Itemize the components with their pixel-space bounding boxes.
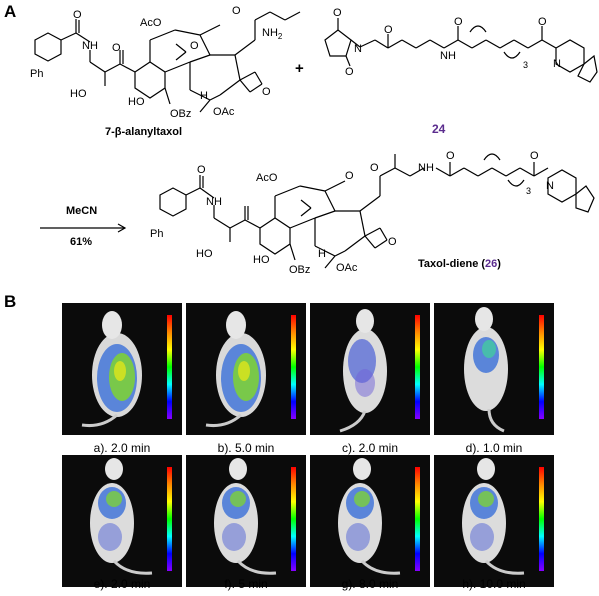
benzoyl-ring	[34, 32, 62, 62]
p-atom-o-ester: O	[370, 162, 379, 174]
atom-o-succ: O	[333, 7, 342, 19]
atom-aco: AcO	[140, 17, 162, 29]
p-atom-ph: Ph	[150, 228, 164, 240]
atom-o-carb3: O	[538, 16, 547, 28]
mouse-image-h	[434, 455, 554, 587]
atom-n-succ: N	[354, 43, 362, 55]
atom-oac: OAc	[213, 106, 235, 118]
p-atom-oac: OAc	[336, 262, 358, 274]
p-atom-o-oxetane: O	[388, 236, 397, 248]
color-scale-bar	[415, 315, 420, 419]
caption-d: d). 1.0 min	[465, 441, 523, 455]
product-name: Taxol-diene (26)	[418, 258, 501, 270]
caption-g: g). 8.0 min	[341, 577, 399, 591]
p-peg-subscript: 3	[526, 186, 532, 196]
mouse-image-a	[62, 303, 182, 435]
atom-obz: OBz	[170, 108, 192, 120]
color-scale-bar	[539, 315, 544, 419]
atom-o-succ2: O	[345, 66, 354, 78]
caption-e: e). 2.0 min	[93, 577, 151, 591]
atom-o-oxetane: O	[262, 86, 271, 98]
color-scale-bar	[415, 467, 420, 571]
color-scale-bar	[167, 467, 172, 571]
panel-a-label: A	[4, 2, 17, 21]
conditions-solvent: MeCN	[66, 205, 98, 217]
mouse-image-c	[310, 303, 430, 435]
p-atom-ho-2: HO	[253, 254, 270, 266]
plus-sign: +	[295, 60, 304, 77]
atom-o-carb: O	[384, 24, 393, 36]
caption-a: a). 2.0 min	[93, 441, 151, 455]
a-ring	[134, 61, 166, 99]
caption-c: c). 2.0 min	[341, 441, 398, 455]
atom-o-ester2: O	[232, 5, 241, 17]
reactant1-name: 7-β-alanyltaxol	[105, 126, 183, 138]
product-a-ring	[259, 217, 291, 255]
p-atom-o-carb: O	[446, 150, 455, 162]
mouse-image-d	[434, 303, 554, 435]
atom-o-ketone: O	[190, 40, 199, 52]
p-atom-ho: HO	[196, 248, 213, 260]
p-atom-o-ketone: O	[345, 170, 354, 182]
atom-nh: NH	[82, 40, 98, 52]
atom-nh2: NH2	[262, 27, 283, 42]
succinimide-ring	[324, 29, 352, 57]
color-scale-bar	[167, 315, 172, 419]
atom-ho: HO	[70, 88, 87, 100]
product-benzoyl-ring	[159, 187, 187, 217]
p-atom-nh2: NH	[418, 162, 434, 174]
p-atom-aco: AcO	[256, 172, 278, 184]
atom-nh-24: NH	[440, 50, 456, 62]
p-atom-n-pip: N	[546, 180, 554, 192]
p-atom-o-top: O	[197, 164, 206, 176]
atom-o-ester: O	[112, 42, 121, 54]
mouse-image-f	[186, 455, 306, 587]
conditions-yield: 61%	[70, 236, 93, 248]
caption-f: f). 5 min	[224, 577, 268, 591]
color-scale-bar	[291, 315, 296, 419]
caption-h: h). 10.0 min	[462, 577, 526, 591]
color-scale-bar	[539, 467, 544, 571]
peg-subscript: 3	[523, 60, 529, 70]
cyclopentene-ring-1	[577, 54, 598, 83]
mouse-image-e	[62, 455, 182, 587]
panel-b-label: B	[4, 292, 17, 311]
atom-o-carb2: O	[454, 16, 463, 28]
atom-h: H	[200, 90, 208, 102]
caption-b: b). 5.0 min	[217, 441, 275, 455]
p-atom-nh: NH	[206, 196, 222, 208]
atom-ho-2: HO	[128, 96, 145, 108]
p-atom-h: H	[318, 248, 326, 260]
p-atom-o-carb2: O	[530, 150, 539, 162]
atom-o-top: O	[73, 9, 82, 21]
atom-ph: Ph	[30, 68, 44, 80]
p-atom-obz: OBz	[289, 264, 311, 276]
cyclopentene-ring-2	[575, 185, 595, 213]
atom-n-pip: N	[553, 58, 561, 70]
mouse-image-g	[310, 455, 430, 587]
color-scale-bar	[291, 467, 296, 571]
reactant2-number: 24	[432, 122, 446, 136]
reaction-scheme	[34, 11, 598, 269]
mouse-image-b	[186, 303, 306, 435]
